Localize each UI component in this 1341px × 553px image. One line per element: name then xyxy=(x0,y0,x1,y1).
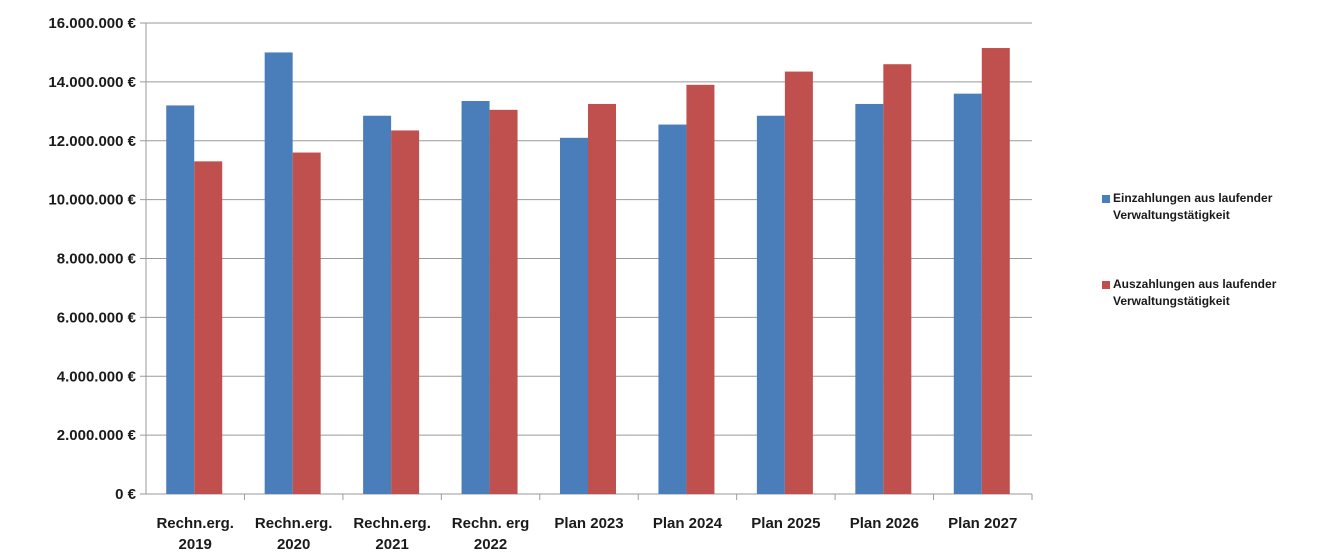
bar-auszahlungen xyxy=(883,64,912,495)
x-axis: Rechn.erg. 2019 Rechn.erg. 2020 Rechn.erg. 20… xyxy=(146,493,1033,553)
bar-einzahlungen xyxy=(560,137,588,494)
y-tick-label: 2.000.000 € xyxy=(57,427,137,444)
bar-auszahlungen xyxy=(489,109,518,494)
x-tick-label: Rechn.erg. 2020 xyxy=(255,515,333,553)
bar-auszahlungen xyxy=(686,84,715,494)
bar-auszahlungen xyxy=(981,48,1010,494)
bar-einzahlungen xyxy=(756,115,785,495)
legend-item-auszahlungen: Auszahlungen aus laufender Verwaltungstä… xyxy=(1102,276,1337,310)
x-tick-label: Rechn. erg 2022 xyxy=(452,515,530,553)
bar-einzahlungen xyxy=(658,124,687,494)
bars xyxy=(166,48,1010,495)
x-tick-label: Plan 2027 xyxy=(948,515,1017,532)
bar-einzahlungen xyxy=(363,115,392,495)
y-tick-label: 8.000.000 € xyxy=(57,251,137,268)
x-tick-label: Plan 2026 xyxy=(850,515,919,532)
y-tick-label: 14.000.000 € xyxy=(48,74,136,91)
bar-auszahlungen xyxy=(588,103,616,494)
bar-einzahlungen xyxy=(855,103,884,494)
legend-label-einzahlungen: Einzahlungen aus laufender Verwaltungstä… xyxy=(1113,191,1273,222)
legend-swatch-einzahlungen xyxy=(1102,195,1110,203)
bar-einzahlungen xyxy=(461,101,490,495)
y-tick-label: 16.000.000 € xyxy=(48,15,136,32)
x-tick-label: Plan 2023 xyxy=(554,515,623,532)
bar-einzahlungen xyxy=(953,93,982,495)
legend-label-auszahlungen: Auszahlungen aus laufender Verwaltungstä… xyxy=(1113,277,1277,308)
bar-auszahlungen xyxy=(292,152,321,494)
y-tick-label: 10.000.000 € xyxy=(48,192,136,209)
x-tick-label: Rechn.erg. 2021 xyxy=(353,515,431,553)
bar-auszahlungen xyxy=(194,161,223,494)
y-axis: 0 € 2.000.000 € 4.000.000 € 6.000.000 € 8.00… xyxy=(48,15,147,503)
bar-einzahlungen xyxy=(264,52,293,494)
x-tick-label: Plan 2024 xyxy=(653,515,723,532)
y-tick-label: 6.000.000 € xyxy=(57,309,137,326)
y-tick-label: 4.000.000 € xyxy=(57,368,137,385)
x-tick-label: Plan 2025 xyxy=(751,515,820,532)
bar-einzahlungen xyxy=(166,105,195,495)
x-tick-label: Rechn.erg. 2019 xyxy=(156,515,234,553)
y-tick-label: 12.000.000 € xyxy=(48,133,136,150)
legend: Einzahlungen aus laufender Verwaltungstä… xyxy=(1102,190,1337,362)
y-tick-label: 0 € xyxy=(115,486,137,503)
legend-swatch-auszahlungen xyxy=(1102,281,1110,289)
legend-item-einzahlungen: Einzahlungen aus laufender Verwaltungstä… xyxy=(1102,190,1337,224)
bar-auszahlungen xyxy=(391,130,420,494)
bar-auszahlungen xyxy=(784,71,813,495)
